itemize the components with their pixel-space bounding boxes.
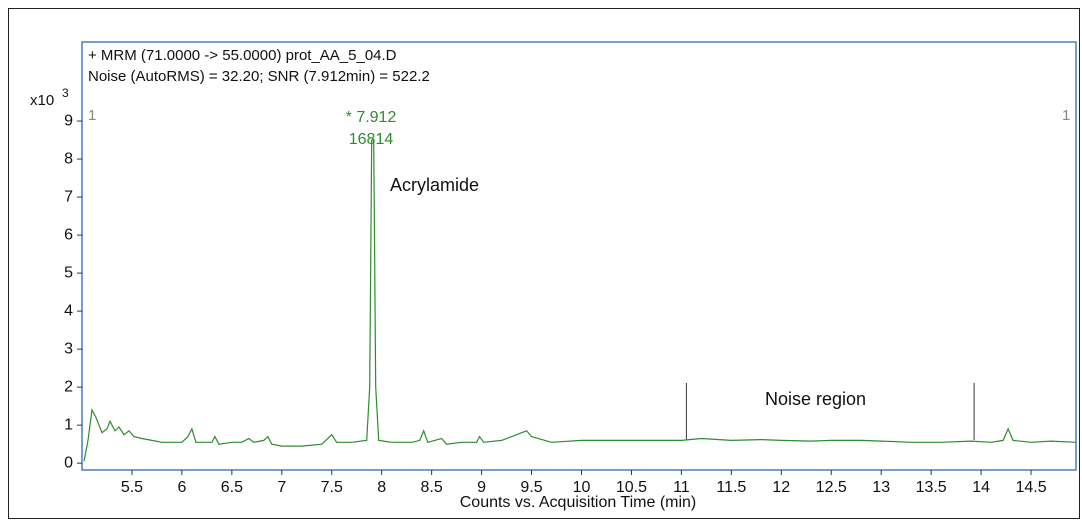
corner-label: 1: [1062, 107, 1070, 124]
x-tick-label: 7: [277, 479, 286, 496]
y-tick-label: 0: [64, 454, 73, 471]
x-tick-label: 12: [772, 479, 790, 496]
peak-name: Acrylamide: [390, 175, 479, 195]
x-tick-label: 10: [573, 479, 591, 496]
x-tick-label: 11: [673, 479, 690, 496]
x-tick-label: 6.5: [221, 479, 243, 496]
x-tick-label: 9.5: [520, 479, 542, 496]
peak-time-label: * 7.912: [346, 109, 397, 126]
y-tick-label: 8: [64, 150, 73, 167]
y-tick-label: 7: [64, 188, 73, 205]
y-tick-label: 4: [64, 302, 73, 319]
x-tick-label: 14.5: [1015, 479, 1046, 496]
x-tick-label: 11.5: [716, 479, 746, 496]
y-tick-label: 3: [64, 340, 73, 357]
x-axis-label: Counts vs. Acquisition Time (min): [460, 494, 697, 511]
y-tick-label: 9: [64, 112, 73, 129]
x-tick-label: 13: [872, 479, 890, 496]
chart-subtitle: Noise (AutoRMS) = 32.20; SNR (7.912min) …: [88, 68, 430, 85]
noise-region-label: Noise region: [765, 389, 866, 409]
y-tick-label: 5: [64, 264, 73, 281]
chart-title: + MRM (71.0000 -> 55.0000) prot_AA_5_04.…: [88, 47, 397, 64]
plot-frame: [81, 41, 1077, 471]
x-tick-label: 5.5: [121, 479, 143, 496]
chromatogram-line: [83, 139, 1077, 462]
y-scale-label: x10: [30, 92, 54, 109]
y-tick-label: 2: [64, 378, 73, 395]
x-tick-label: 7.5: [321, 479, 343, 496]
x-tick-label: 13.5: [916, 479, 947, 496]
x-tick-label: 8: [377, 479, 386, 496]
x-tick-label: 14: [972, 479, 990, 496]
outer-frame: [8, 8, 1080, 519]
corner-label: 1: [88, 107, 96, 124]
x-tick-label: 6: [177, 479, 186, 496]
y-scale-exponent: 3: [62, 86, 69, 100]
y-tick-label: 6: [64, 226, 73, 243]
y-tick-label: 1: [64, 416, 73, 433]
x-tick-label: 9: [477, 479, 486, 496]
x-tick-label: 12.5: [816, 479, 847, 496]
x-tick-label: 10.5: [616, 479, 647, 496]
x-tick-label: 8.5: [421, 479, 443, 496]
peak-counts-label: 16814: [349, 131, 394, 148]
